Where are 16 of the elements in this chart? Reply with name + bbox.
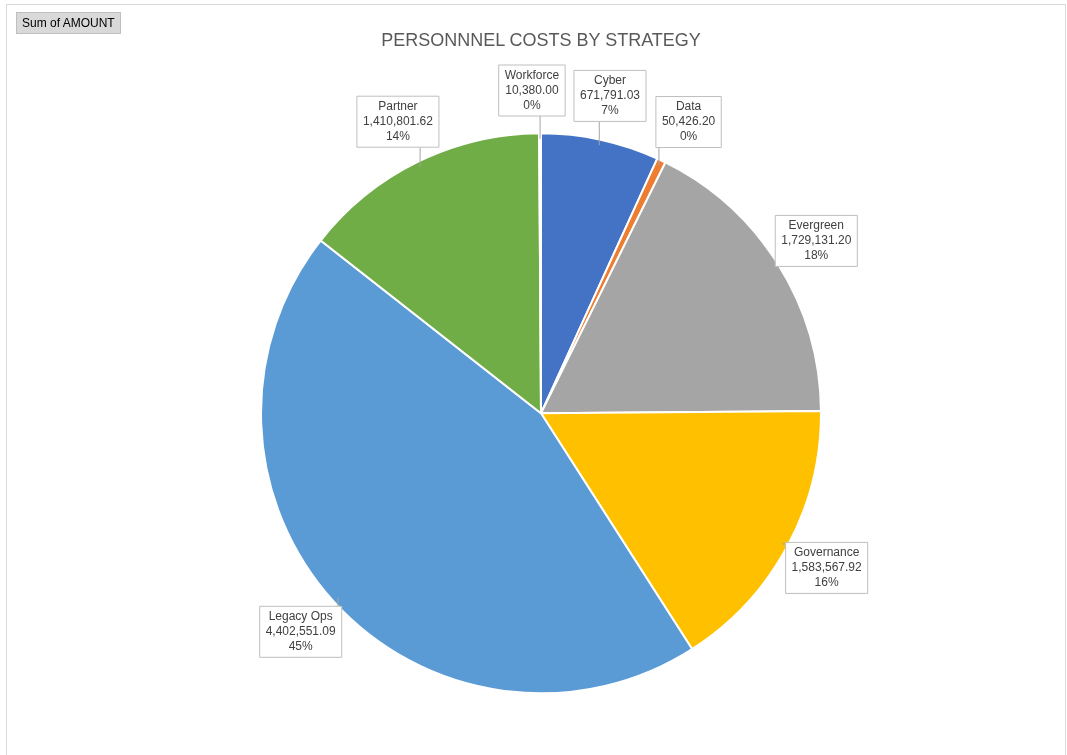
data-label: 10,380.00 0% xyxy=(505,82,559,112)
slice-label: Partner xyxy=(378,99,418,114)
slice-label: Data xyxy=(675,99,702,114)
text: Sum of AMOUNT xyxy=(16,12,121,34)
slice-label: Workforce xyxy=(504,67,560,82)
data-label: 1,583,567.92 16% xyxy=(791,560,862,590)
slice-label: Cyber xyxy=(593,73,627,88)
slice-label: Evergreen xyxy=(788,218,844,233)
data-label: 50,426.20 0% xyxy=(661,114,716,144)
data-label: 1,410,801.62 14% xyxy=(362,114,434,144)
chart-title: PERSONNNEL COSTS BY STRATEGY xyxy=(381,29,701,50)
data-label: 671,791.03 7% xyxy=(579,88,641,118)
slice-label: Governance xyxy=(793,545,860,560)
data-label: 4,402,551.09 45% xyxy=(265,624,337,654)
slice-label: Legacy Ops xyxy=(268,609,333,624)
data-label: 1,729,131.20 18% xyxy=(781,233,852,263)
